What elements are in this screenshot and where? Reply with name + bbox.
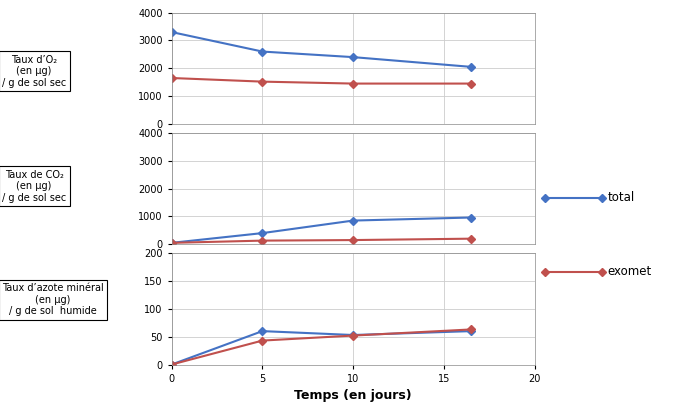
Text: exomet: exomet (608, 265, 651, 278)
X-axis label: Temps (en jours): Temps (en jours) (294, 389, 412, 402)
Text: Taux de CO₂
(en μg)
/ g de sol sec: Taux de CO₂ (en μg) / g de sol sec (2, 170, 66, 203)
Text: Taux d’O₂
(en μg)
/ g de sol sec: Taux d’O₂ (en μg) / g de sol sec (2, 54, 66, 88)
Text: total: total (608, 191, 635, 204)
Text: Taux d’azote minéral
(en μg)
/ g de sol  humide: Taux d’azote minéral (en μg) / g de sol … (2, 283, 104, 316)
